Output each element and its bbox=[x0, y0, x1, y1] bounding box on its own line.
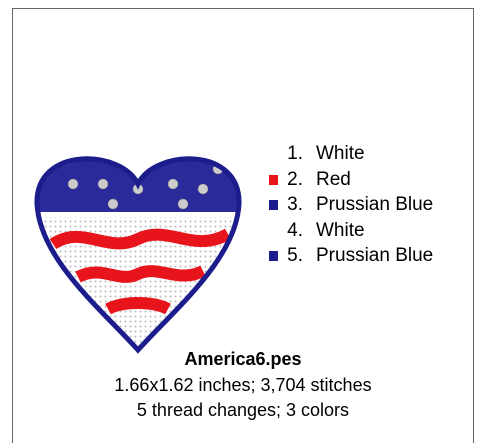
design-size: 1.66x1.62 inches; 3,704 stitches bbox=[114, 374, 372, 395]
thread-name: Prussian Blue bbox=[316, 194, 434, 215]
caption: America6.pes 1.66x1.62 inches; 3,704 sti… bbox=[13, 347, 473, 424]
thread-name: Prussian Blue bbox=[316, 245, 434, 266]
thread-name: Red bbox=[316, 168, 351, 190]
thread-number: 2. bbox=[287, 168, 303, 190]
color-swatch bbox=[269, 251, 278, 261]
thread-number: 1. bbox=[287, 143, 303, 164]
thread-number: 4. bbox=[287, 219, 303, 241]
color-swatch bbox=[269, 174, 278, 185]
thread-number: 3. bbox=[287, 194, 303, 215]
color-swatch bbox=[269, 200, 278, 210]
thread-number: 5. bbox=[287, 245, 303, 266]
heart-image bbox=[34, 156, 242, 354]
thread-name: White bbox=[316, 219, 365, 241]
color-swatch bbox=[269, 149, 278, 159]
design-card: 1. White 2. Red 3. Prussian Blue 4. White 5. Prus… bbox=[12, 8, 474, 443]
thread-changes: 5 thread changes; 3 colors bbox=[136, 400, 350, 420]
file-name: America6.pes bbox=[184, 349, 302, 369]
color-swatch bbox=[269, 225, 278, 236]
thread-name: White bbox=[316, 143, 365, 164]
